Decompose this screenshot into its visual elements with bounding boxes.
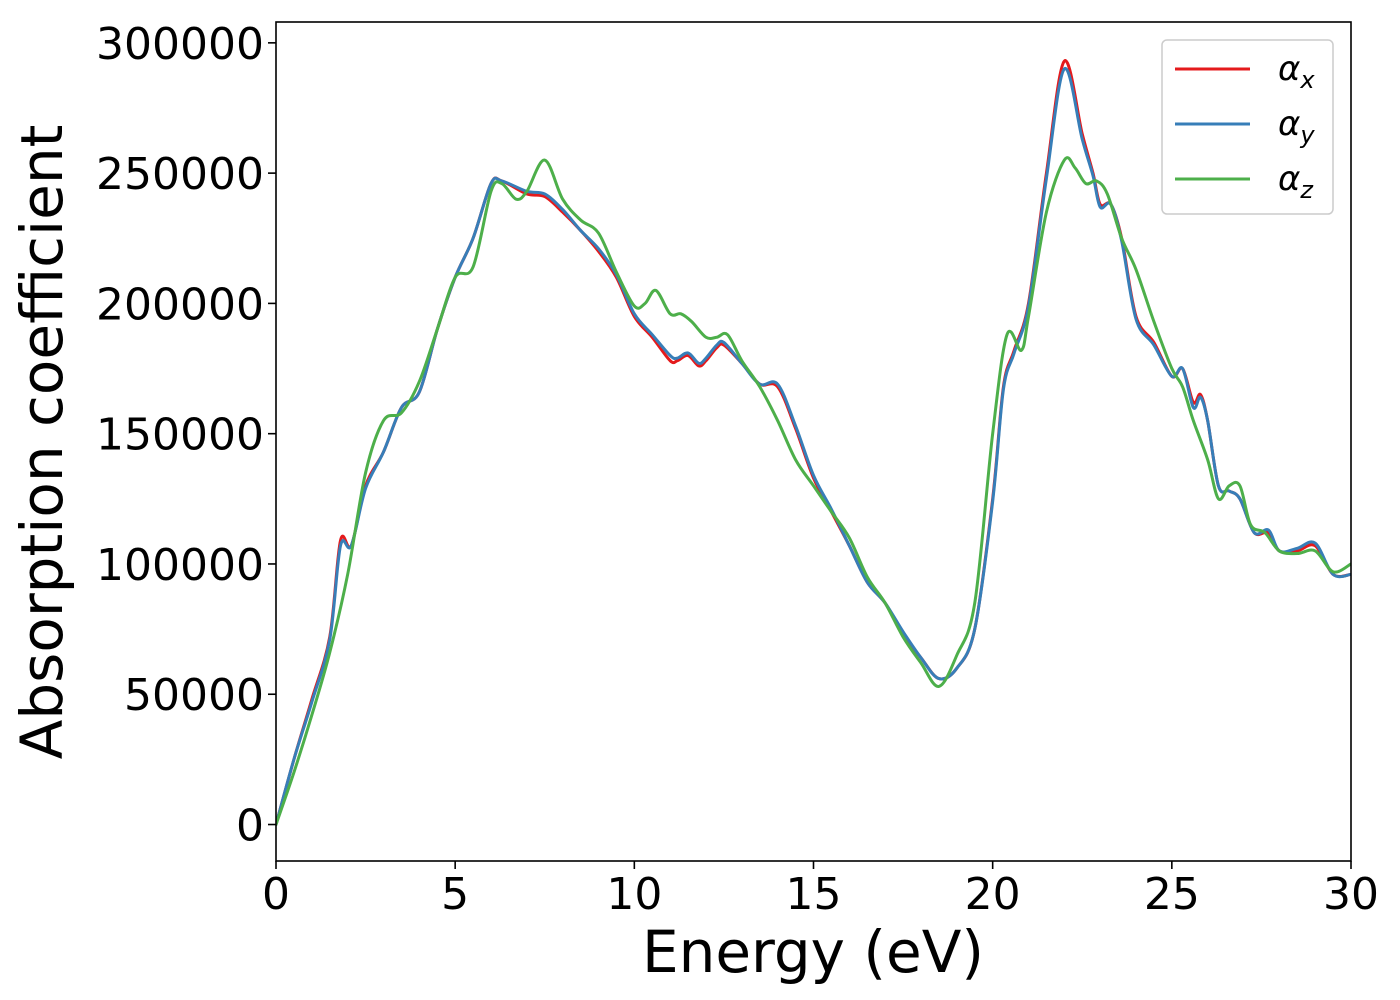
y-tick-label: 150000 [96, 410, 264, 461]
y-tick-label: 100000 [96, 540, 264, 591]
x-tick-label: 15 [786, 869, 842, 920]
x-tick-label: 5 [441, 869, 469, 920]
legend-label-y: αy [1278, 104, 1315, 149]
y-axis-title: Absorption coefficient [8, 125, 76, 760]
series-line-z [276, 156, 1351, 827]
y-tick-label: 250000 [96, 149, 264, 200]
x-tick-label: 10 [606, 869, 662, 920]
y-tick-label: 200000 [96, 279, 264, 330]
legend-label-x: αx [1278, 49, 1315, 94]
legend-box [1161, 39, 1334, 215]
y-tick-label: 50000 [124, 670, 264, 721]
legend: αx αy αz [1161, 39, 1334, 215]
x-axis-title: Energy (eV) [642, 918, 984, 986]
y-tick-label: 300000 [96, 19, 264, 70]
x-tick-label: 20 [965, 869, 1021, 920]
series-line-y [276, 67, 1351, 827]
x-tick-label: 25 [1144, 869, 1200, 920]
legend-label-z: αz [1278, 159, 1314, 204]
x-tick-label: 0 [262, 869, 290, 920]
y-tick-label: 0 [236, 801, 264, 852]
x-tick-label: 30 [1323, 869, 1379, 920]
